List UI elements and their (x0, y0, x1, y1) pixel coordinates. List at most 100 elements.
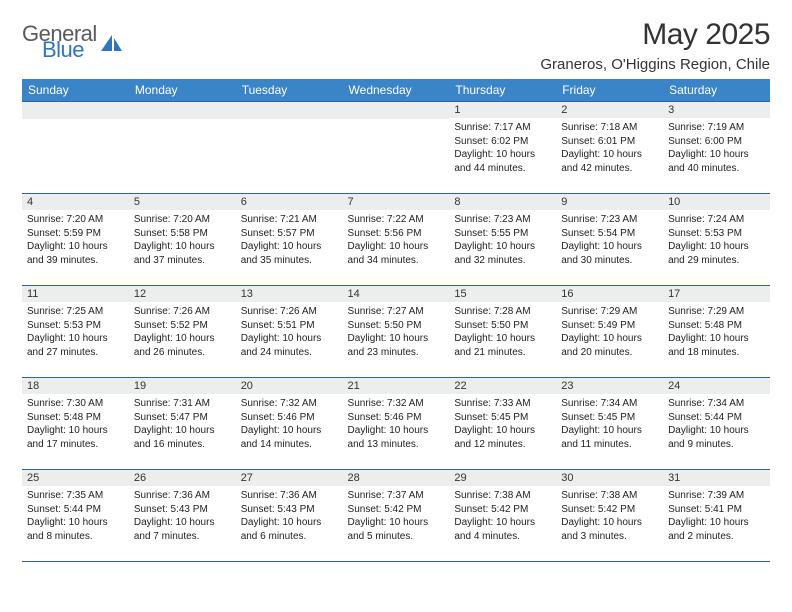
day-number: 26 (129, 470, 236, 486)
day-line: Daylight: 10 hours and 2 minutes. (668, 516, 765, 543)
logo-text: General Blue (22, 24, 97, 60)
day-line: Sunset: 5:52 PM (134, 319, 231, 333)
logo-text-blue: Blue (42, 40, 97, 60)
day-line: Daylight: 10 hours and 20 minutes. (561, 332, 658, 359)
day-content: Sunrise: 7:32 AMSunset: 5:46 PMDaylight:… (236, 394, 343, 454)
day-line: Sunset: 6:00 PM (668, 135, 765, 149)
day-line: Sunrise: 7:18 AM (561, 121, 658, 135)
weekday-header: Friday (556, 79, 663, 102)
day-content: Sunrise: 7:38 AMSunset: 5:42 PMDaylight:… (449, 486, 556, 546)
day-line: Sunrise: 7:21 AM (241, 213, 338, 227)
day-number (129, 102, 236, 119)
day-cell: 25Sunrise: 7:35 AMSunset: 5:44 PMDayligh… (22, 470, 129, 562)
day-line: Sunset: 5:55 PM (454, 227, 551, 241)
day-content: Sunrise: 7:35 AMSunset: 5:44 PMDaylight:… (22, 486, 129, 546)
day-cell: 13Sunrise: 7:26 AMSunset: 5:51 PMDayligh… (236, 286, 343, 378)
day-line: Sunrise: 7:33 AM (454, 397, 551, 411)
day-line: Daylight: 10 hours and 34 minutes. (348, 240, 445, 267)
day-cell (343, 102, 450, 194)
day-line: Sunrise: 7:36 AM (241, 489, 338, 503)
day-number: 18 (22, 378, 129, 394)
day-number: 27 (236, 470, 343, 486)
day-line: Daylight: 10 hours and 26 minutes. (134, 332, 231, 359)
day-line: Daylight: 10 hours and 35 minutes. (241, 240, 338, 267)
day-line: Sunset: 5:45 PM (561, 411, 658, 425)
week-row: 4Sunrise: 7:20 AMSunset: 5:59 PMDaylight… (22, 194, 770, 286)
calendar-table: SundayMondayTuesdayWednesdayThursdayFrid… (22, 79, 770, 562)
day-number: 1 (449, 102, 556, 118)
day-cell: 30Sunrise: 7:38 AMSunset: 5:42 PMDayligh… (556, 470, 663, 562)
day-line: Sunset: 5:57 PM (241, 227, 338, 241)
day-line: Sunset: 5:44 PM (668, 411, 765, 425)
weekday-header: Saturday (663, 79, 770, 102)
day-cell: 11Sunrise: 7:25 AMSunset: 5:53 PMDayligh… (22, 286, 129, 378)
day-line: Daylight: 10 hours and 37 minutes. (134, 240, 231, 267)
day-line: Sunset: 5:43 PM (134, 503, 231, 517)
day-cell: 2Sunrise: 7:18 AMSunset: 6:01 PMDaylight… (556, 102, 663, 194)
day-line: Daylight: 10 hours and 7 minutes. (134, 516, 231, 543)
day-content: Sunrise: 7:39 AMSunset: 5:41 PMDaylight:… (663, 486, 770, 546)
logo: General Blue (22, 24, 123, 60)
day-line: Sunrise: 7:37 AM (348, 489, 445, 503)
day-line: Daylight: 10 hours and 4 minutes. (454, 516, 551, 543)
day-line: Sunset: 5:43 PM (241, 503, 338, 517)
day-line: Sunset: 5:50 PM (348, 319, 445, 333)
day-content: Sunrise: 7:36 AMSunset: 5:43 PMDaylight:… (236, 486, 343, 546)
day-line: Daylight: 10 hours and 6 minutes. (241, 516, 338, 543)
day-cell: 24Sunrise: 7:34 AMSunset: 5:44 PMDayligh… (663, 378, 770, 470)
day-line: Daylight: 10 hours and 39 minutes. (27, 240, 124, 267)
day-number: 4 (22, 194, 129, 210)
day-line: Sunset: 5:48 PM (668, 319, 765, 333)
day-line: Sunrise: 7:38 AM (454, 489, 551, 503)
day-line: Sunrise: 7:32 AM (241, 397, 338, 411)
day-cell: 26Sunrise: 7:36 AMSunset: 5:43 PMDayligh… (129, 470, 236, 562)
day-line: Sunrise: 7:34 AM (668, 397, 765, 411)
day-line: Sunset: 5:51 PM (241, 319, 338, 333)
day-line: Daylight: 10 hours and 21 minutes. (454, 332, 551, 359)
day-number: 7 (343, 194, 450, 210)
day-number: 29 (449, 470, 556, 486)
day-cell: 19Sunrise: 7:31 AMSunset: 5:47 PMDayligh… (129, 378, 236, 470)
day-cell: 27Sunrise: 7:36 AMSunset: 5:43 PMDayligh… (236, 470, 343, 562)
day-cell (236, 102, 343, 194)
day-number: 15 (449, 286, 556, 302)
location: Graneros, O'Higgins Region, Chile (540, 56, 770, 73)
day-content: Sunrise: 7:18 AMSunset: 6:01 PMDaylight:… (556, 118, 663, 178)
weekday-header: Tuesday (236, 79, 343, 102)
day-line: Daylight: 10 hours and 5 minutes. (348, 516, 445, 543)
day-line: Daylight: 10 hours and 16 minutes. (134, 424, 231, 451)
day-content: Sunrise: 7:31 AMSunset: 5:47 PMDaylight:… (129, 394, 236, 454)
day-line: Sunset: 5:53 PM (27, 319, 124, 333)
day-number: 11 (22, 286, 129, 302)
day-line: Daylight: 10 hours and 30 minutes. (561, 240, 658, 267)
day-cell: 6Sunrise: 7:21 AMSunset: 5:57 PMDaylight… (236, 194, 343, 286)
day-line: Daylight: 10 hours and 18 minutes. (668, 332, 765, 359)
day-cell: 1Sunrise: 7:17 AMSunset: 6:02 PMDaylight… (449, 102, 556, 194)
day-number: 5 (129, 194, 236, 210)
day-content: Sunrise: 7:30 AMSunset: 5:48 PMDaylight:… (22, 394, 129, 454)
calendar-header-row: SundayMondayTuesdayWednesdayThursdayFrid… (22, 79, 770, 102)
day-number: 14 (343, 286, 450, 302)
day-content: Sunrise: 7:20 AMSunset: 5:59 PMDaylight:… (22, 210, 129, 270)
day-line: Sunset: 5:45 PM (454, 411, 551, 425)
day-line: Daylight: 10 hours and 23 minutes. (348, 332, 445, 359)
day-cell: 3Sunrise: 7:19 AMSunset: 6:00 PMDaylight… (663, 102, 770, 194)
day-content: Sunrise: 7:23 AMSunset: 5:54 PMDaylight:… (556, 210, 663, 270)
day-content: Sunrise: 7:36 AMSunset: 5:43 PMDaylight:… (129, 486, 236, 546)
day-line: Sunset: 5:53 PM (668, 227, 765, 241)
day-line: Sunrise: 7:26 AM (241, 305, 338, 319)
day-content: Sunrise: 7:22 AMSunset: 5:56 PMDaylight:… (343, 210, 450, 270)
day-cell (22, 102, 129, 194)
day-line: Daylight: 10 hours and 14 minutes. (241, 424, 338, 451)
week-row: 25Sunrise: 7:35 AMSunset: 5:44 PMDayligh… (22, 470, 770, 562)
day-number: 16 (556, 286, 663, 302)
day-number: 10 (663, 194, 770, 210)
day-line: Sunrise: 7:31 AM (134, 397, 231, 411)
day-line: Sunrise: 7:23 AM (454, 213, 551, 227)
day-line: Daylight: 10 hours and 12 minutes. (454, 424, 551, 451)
day-cell: 21Sunrise: 7:32 AMSunset: 5:46 PMDayligh… (343, 378, 450, 470)
day-line: Sunset: 5:49 PM (561, 319, 658, 333)
day-line: Sunset: 5:44 PM (27, 503, 124, 517)
day-line: Sunset: 6:02 PM (454, 135, 551, 149)
day-line: Daylight: 10 hours and 44 minutes. (454, 148, 551, 175)
